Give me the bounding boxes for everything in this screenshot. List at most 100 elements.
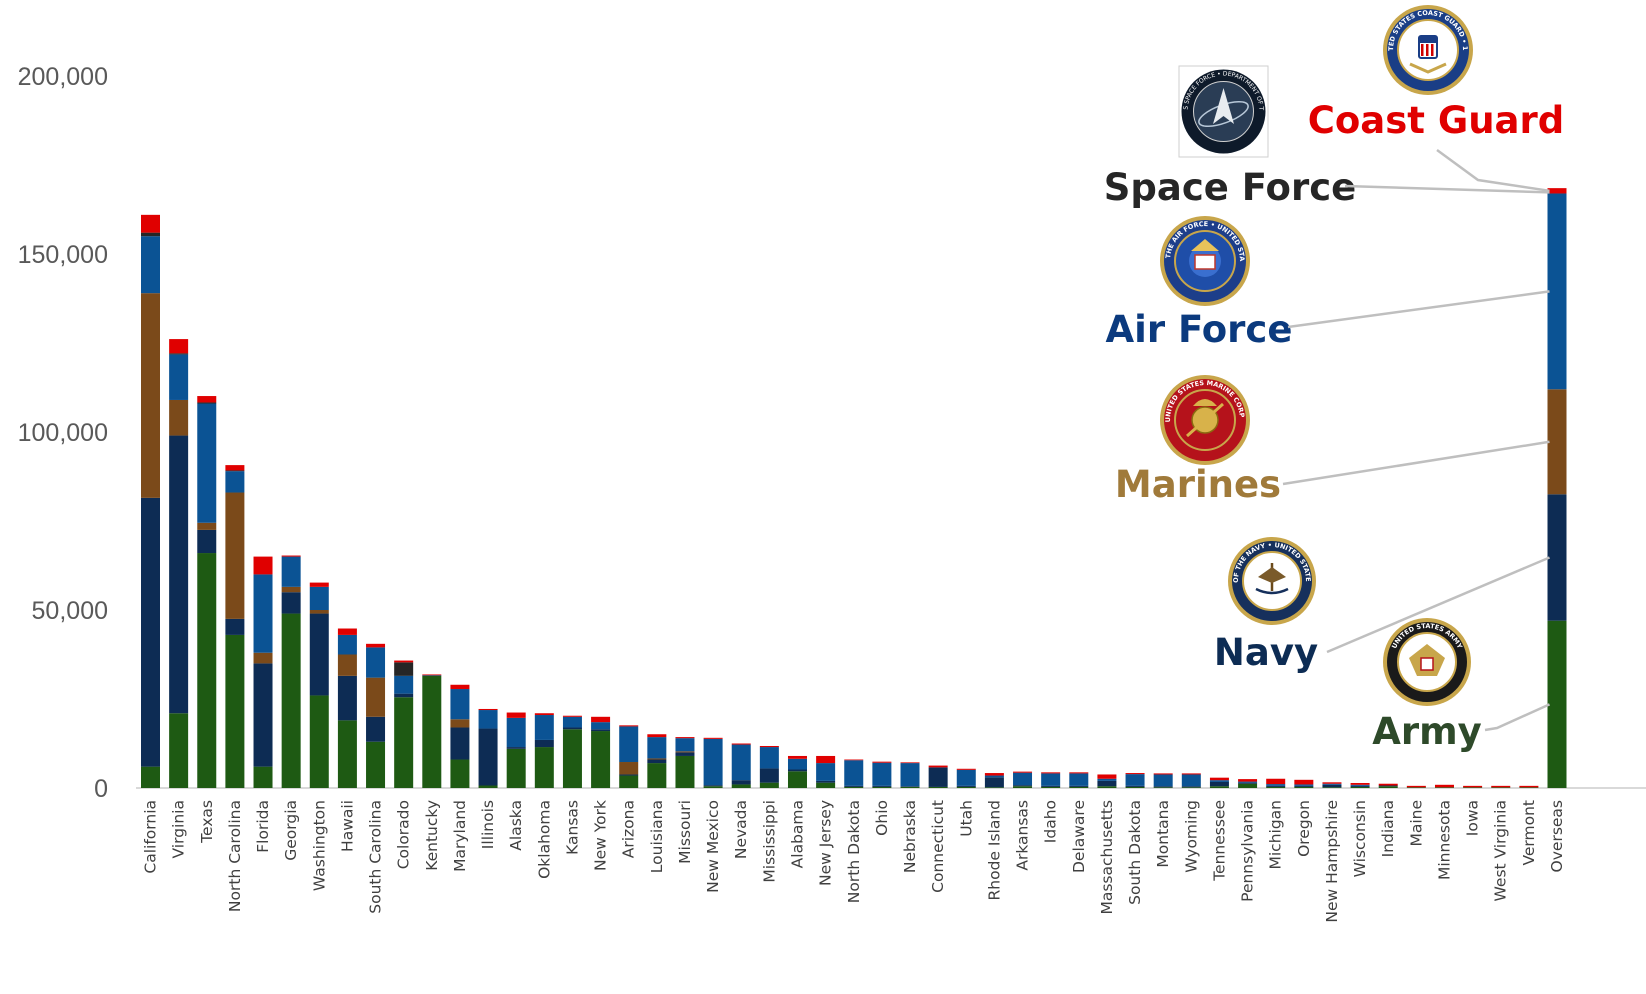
bar-segment-air-force-utah [956,769,976,786]
bar-segment-army-ohio [872,786,892,788]
bar-stack-west-virginia [1491,785,1511,788]
bar-segment-army-rhode-island [984,787,1004,788]
bar-segment-marines-overseas [1547,389,1567,495]
bar-segment-space-force-colorado [394,662,414,676]
bar-segment-navy-idaho [1041,785,1061,787]
bar-segment-coast-guard-new-york [591,716,611,723]
bar-segment-marines-california [141,293,160,498]
bar-segment-coast-guard-connecticut [928,765,948,768]
bar-segment-army-kentucky [422,675,442,788]
x-tick-label: Georgia [282,800,300,861]
space-force-label: Space Force [1104,166,1356,209]
bar-stack-nevada [731,743,751,788]
bar-segment-navy-washington [309,613,329,696]
bar-segment-army-maryland [450,759,470,788]
bar-segment-navy-delaware [1069,785,1089,787]
x-tick-label: California [142,800,160,874]
bar-stack-wisconsin [1350,783,1370,788]
bar-segment-air-force-new-jersey [816,763,836,781]
bar-segment-navy-maryland [450,727,470,760]
bar-segment-air-force-arkansas [1013,772,1033,786]
bar-segment-army-wisconsin [1350,786,1370,788]
bar-stack-michigan [1266,778,1286,788]
bar-segment-air-force-idaho [1041,773,1061,786]
bar-segment-coast-guard-massachusetts [1097,774,1117,779]
bar-segment-air-force-delaware [1069,773,1089,786]
bar-segment-coast-guard-oregon [1294,779,1314,785]
x-tick-label: Overseas [1548,800,1566,872]
bar-segment-army-georgia [281,613,301,788]
bar-segment-army-overseas [1547,620,1567,788]
bar-segment-army-missouri [675,755,695,788]
y-axis: 0 50,000 100,000 150,000 200,000 [18,63,108,803]
x-tick-label: Oklahoma [535,800,553,879]
bar-segment-army-south-carolina [366,741,386,788]
x-tick-label: Kentucky [423,800,441,871]
x-tick-label: Virginia [170,800,188,858]
army-label: Army [1372,710,1482,753]
x-tick-label: Missouri [676,800,694,864]
bar-segment-army-michigan [1266,786,1286,788]
x-tick-label: Nebraska [901,800,919,873]
bar-stack-colorado [394,660,414,788]
bar-segment-army-alabama [787,771,807,788]
bar-stack-connecticut [928,765,948,788]
bar-segment-air-force-illinois [478,710,498,729]
bar-segment-coast-guard-wyoming [1181,773,1201,775]
bar-segment-air-force-alabama [787,758,807,770]
bar-segment-air-force-new-york [591,722,611,730]
bar-stack-arkansas [1013,771,1033,788]
bar-segment-marines-missouri [675,751,695,753]
x-tick-label: Ohio [873,800,891,836]
bar-segment-coast-guard-pennsylvania [1238,779,1258,782]
bar-segment-air-force-pennsylvania [1238,781,1258,783]
bar-stack-alabama [787,755,807,788]
bar-segment-air-force-arizona [619,726,639,763]
bar-segment-army-minnesota [1434,787,1454,788]
x-tick-label: West Virginia [1492,800,1510,901]
x-tick-label: New Hampshire [1323,800,1341,923]
bar-segment-air-force-kansas [562,716,582,728]
seal-ring-text: UNITED STATES COAST GUARD • 1790 [0,0,1469,51]
bar-segment-coast-guard-minnesota [1434,784,1454,788]
bar-segment-navy-arkansas [1013,785,1033,787]
air-force-seal-icon: DEPARTMENT OF THE AIR FORCE • UNITED STA… [0,0,1250,306]
bar-segment-army-arkansas [1013,786,1033,788]
bar-segment-navy-connecticut [928,767,948,787]
x-tick-label: Montana [1154,800,1172,868]
x-tick-label: Alabama [788,800,806,868]
x-tick-label: Texas [198,800,216,844]
x-tick-label: Minnesota [1435,800,1453,880]
bar-segment-army-new-hampshire [1322,787,1342,788]
y-tick-label: 150,000 [18,241,108,269]
bar-segment-army-indiana [1378,786,1398,788]
x-tick-label: Wisconsin [1351,800,1369,877]
bar-segment-air-force-montana [1153,774,1173,787]
x-tick-label: Hawaii [338,800,356,852]
bar-segment-army-iowa [1463,787,1483,788]
shield-stripe [1426,44,1429,56]
air-force-label: Air Force [1106,308,1293,351]
bar-segment-army-south-dakota [1125,786,1145,788]
bar-segment-air-force-overseas [1547,193,1567,390]
bar-segment-coast-guard-kentucky [422,674,442,676]
bar-segment-coast-guard-arizona [619,725,639,727]
bar-segment-air-force-georgia [281,556,301,587]
eagle-icon [1191,239,1219,251]
bar-segment-army-mississippi [759,782,779,788]
bar-segment-coast-guard-wisconsin [1350,783,1370,785]
x-tick-label: South Carolina [367,800,385,914]
category-labels: California Virginia Texas North Carolina Flo… [142,800,1567,923]
x-tick-label: Alaska [507,800,525,851]
bar-segment-army-virginia [169,713,189,788]
bar-segment-navy-pennsylvania [1238,782,1258,784]
bar-stack-virginia [169,339,189,788]
x-tick-label: New Jersey [817,800,835,886]
bar-segment-coast-guard-texas [197,396,217,403]
bar-stack-new-hampshire [1322,782,1342,788]
bars-layer [141,188,1567,788]
bar-segment-coast-guard-nevada [731,743,751,745]
y-tick-label: 200,000 [18,63,108,91]
bar-segment-army-utah [956,786,976,788]
bar-segment-air-force-oregon [1294,784,1314,786]
